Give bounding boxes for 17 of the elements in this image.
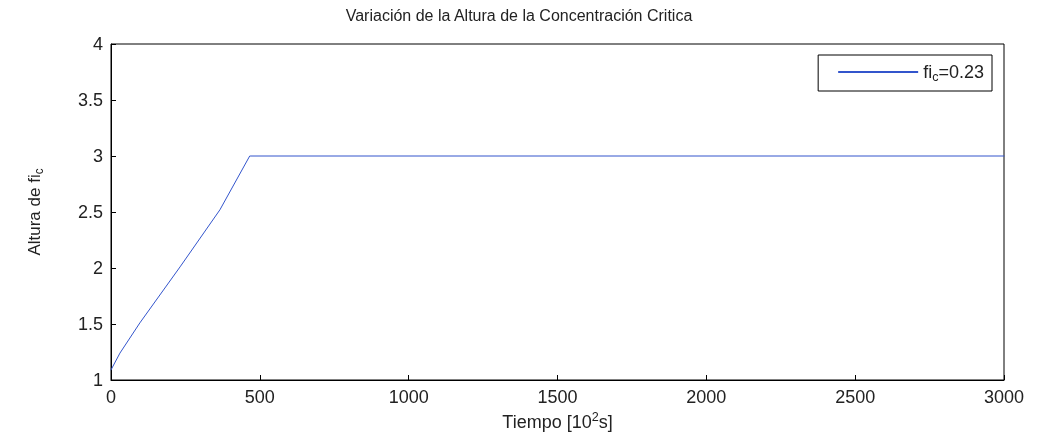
y-tick-label: 2.5 (77, 202, 103, 222)
y-axis-title: Altura de fic (25, 168, 46, 256)
y-tick-label: 3.5 (77, 90, 103, 110)
y-tick-label: 3 (92, 146, 103, 166)
chart-title: Variación de la Altura de la Concentración Critica (345, 6, 693, 24)
x-tick-label: 1500 (537, 387, 578, 407)
x-tick-label: 1000 (388, 387, 429, 407)
x-tick-label: 0 (105, 387, 117, 407)
y-tick-label: 1 (92, 370, 103, 390)
x-tick-label: 2500 (835, 387, 876, 407)
line-series (110, 155, 1005, 371)
y-tick-label: 1.5 (77, 314, 103, 334)
y-tick-label: 2 (92, 258, 103, 278)
x-tick-label: 500 (244, 387, 275, 407)
y-tick-label: 4 (92, 34, 103, 54)
x-tick-label: 2000 (686, 387, 727, 407)
x-tick-label: 3000 (983, 387, 1025, 407)
